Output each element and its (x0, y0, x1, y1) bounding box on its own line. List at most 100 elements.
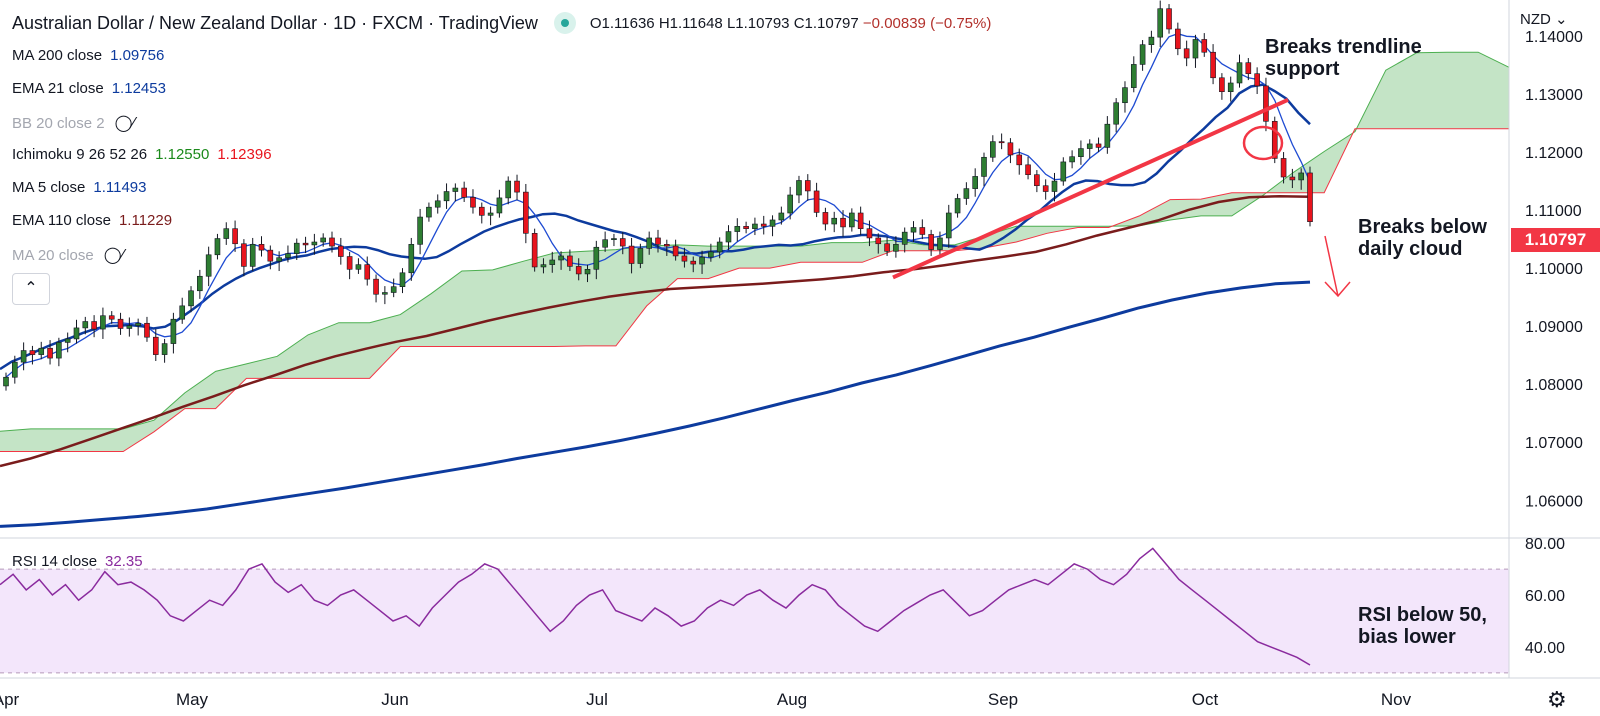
candle-body (161, 343, 168, 355)
candle-body (1166, 8, 1172, 30)
collapse-legend-button[interactable]: ⌃ (12, 273, 50, 305)
candle-body (760, 223, 767, 227)
candle-body (549, 259, 556, 265)
candle-body (866, 228, 873, 239)
candle-body (82, 321, 89, 329)
candle-body (496, 197, 503, 214)
legend-ichimoku-value1: 1.12550 (155, 146, 210, 163)
candle-body (249, 244, 256, 267)
legend-ma5-label: MA 5 close (12, 179, 86, 196)
eye-off-icon[interactable]: ◯⁄ (114, 115, 136, 132)
candle-body (20, 350, 27, 363)
time-tick-label: Jun (381, 690, 408, 709)
eye-off-icon[interactable]: ◯⁄ (103, 247, 125, 264)
candle-body (1051, 180, 1058, 192)
legend-bb[interactable]: BB 20 close 2 ◯⁄ (12, 113, 135, 133)
legend-ma200-label: MA 200 close (12, 47, 103, 64)
candle-body (1245, 62, 1252, 75)
candle-body (743, 226, 749, 229)
ohlc-close: C1.10797 (793, 14, 859, 32)
annotation-trendline-line2: support (1265, 58, 1340, 80)
candle-body (875, 237, 882, 245)
candle-body (1201, 39, 1208, 53)
candle-body (602, 239, 608, 248)
candle-body (258, 244, 265, 251)
legend-ichimoku-label: Ichimoku 9 26 52 26 (12, 146, 148, 163)
candle-body (205, 254, 212, 277)
candle-body (408, 244, 415, 274)
gear-icon[interactable]: ⚙ (1547, 687, 1567, 712)
candle-body (29, 350, 36, 355)
candle-body (1219, 77, 1225, 92)
candle-body (1280, 158, 1287, 178)
candle-body (611, 238, 617, 240)
candle-body (725, 231, 732, 243)
candle-body (646, 237, 652, 249)
candle-body (637, 248, 644, 264)
annotation-rsi: RSI below 50, bias lower (1358, 604, 1487, 648)
candle-body (135, 322, 141, 326)
candle-body (1122, 87, 1128, 104)
candle-body (628, 245, 635, 264)
candle-body (787, 194, 793, 214)
candle-body (1307, 172, 1313, 223)
legend-ma20[interactable]: MA 20 close ◯⁄ (12, 245, 124, 265)
candle-body (470, 197, 476, 208)
candle-body (1175, 28, 1181, 50)
candle-body (1183, 48, 1190, 59)
currency-selector[interactable]: NZD ⌄ (1520, 10, 1568, 28)
candle-body (188, 290, 194, 307)
candle-body (117, 318, 124, 329)
down-arrow-price (1324, 235, 1351, 298)
candle-body (64, 338, 71, 343)
candle-body (1007, 142, 1014, 156)
candle-body (126, 325, 133, 329)
candle-body (214, 238, 221, 256)
candle-body (267, 249, 274, 262)
time-tick-label: Aug (777, 690, 807, 709)
candle-body (1298, 172, 1304, 181)
ema110-line (0, 194, 1311, 468)
candle-body (73, 327, 80, 340)
candle-body (276, 257, 282, 262)
legend-ema21[interactable]: EMA 21 close 1.12453 (12, 80, 166, 97)
breakout-circle (1242, 125, 1284, 161)
candle-body (593, 246, 600, 270)
candle-body (355, 264, 362, 270)
candle-body (540, 264, 547, 268)
candle-body (1148, 36, 1155, 45)
candle-body (197, 275, 203, 292)
candle-body (1025, 164, 1031, 175)
candle-body (1139, 44, 1146, 65)
cloud-span-b (0, 128, 1509, 452)
legend-ma200[interactable]: MA 200 close 1.09756 (12, 47, 164, 64)
candle-body (901, 231, 908, 245)
legend-rsi-value: 32.35 (105, 553, 143, 570)
candle-body (937, 237, 943, 250)
legend-rsi[interactable]: RSI 14 close 32.35 (12, 553, 143, 570)
candle-body (831, 217, 838, 225)
candle-body (664, 244, 670, 247)
legend-ma5[interactable]: MA 5 close 1.11493 (12, 179, 146, 196)
candle-body (840, 217, 846, 228)
candle-body (223, 228, 230, 239)
candle-body (426, 206, 432, 218)
annotation-cloud: Breaks below daily cloud (1358, 216, 1487, 260)
candle-body (417, 216, 423, 245)
candle-body (1192, 39, 1199, 59)
candle-body (38, 347, 45, 355)
candle-body (734, 226, 741, 232)
candle-body (311, 241, 318, 246)
currency-label: NZD (1520, 11, 1551, 28)
legend-ichimoku[interactable]: Ichimoku 9 26 52 26 1.12550 1.12396 (12, 146, 272, 163)
time-tick-label: May (176, 690, 209, 709)
candle-body (293, 242, 300, 254)
legend-ema110[interactable]: EMA 110 close 1.11229 (12, 212, 172, 229)
symbol-title[interactable]: Australian Dollar / New Zealand Dollar ·… (12, 12, 538, 33)
candle-body (1227, 82, 1234, 92)
candle-body (382, 292, 388, 295)
candle-body (849, 212, 855, 228)
candle-body (998, 141, 1005, 144)
